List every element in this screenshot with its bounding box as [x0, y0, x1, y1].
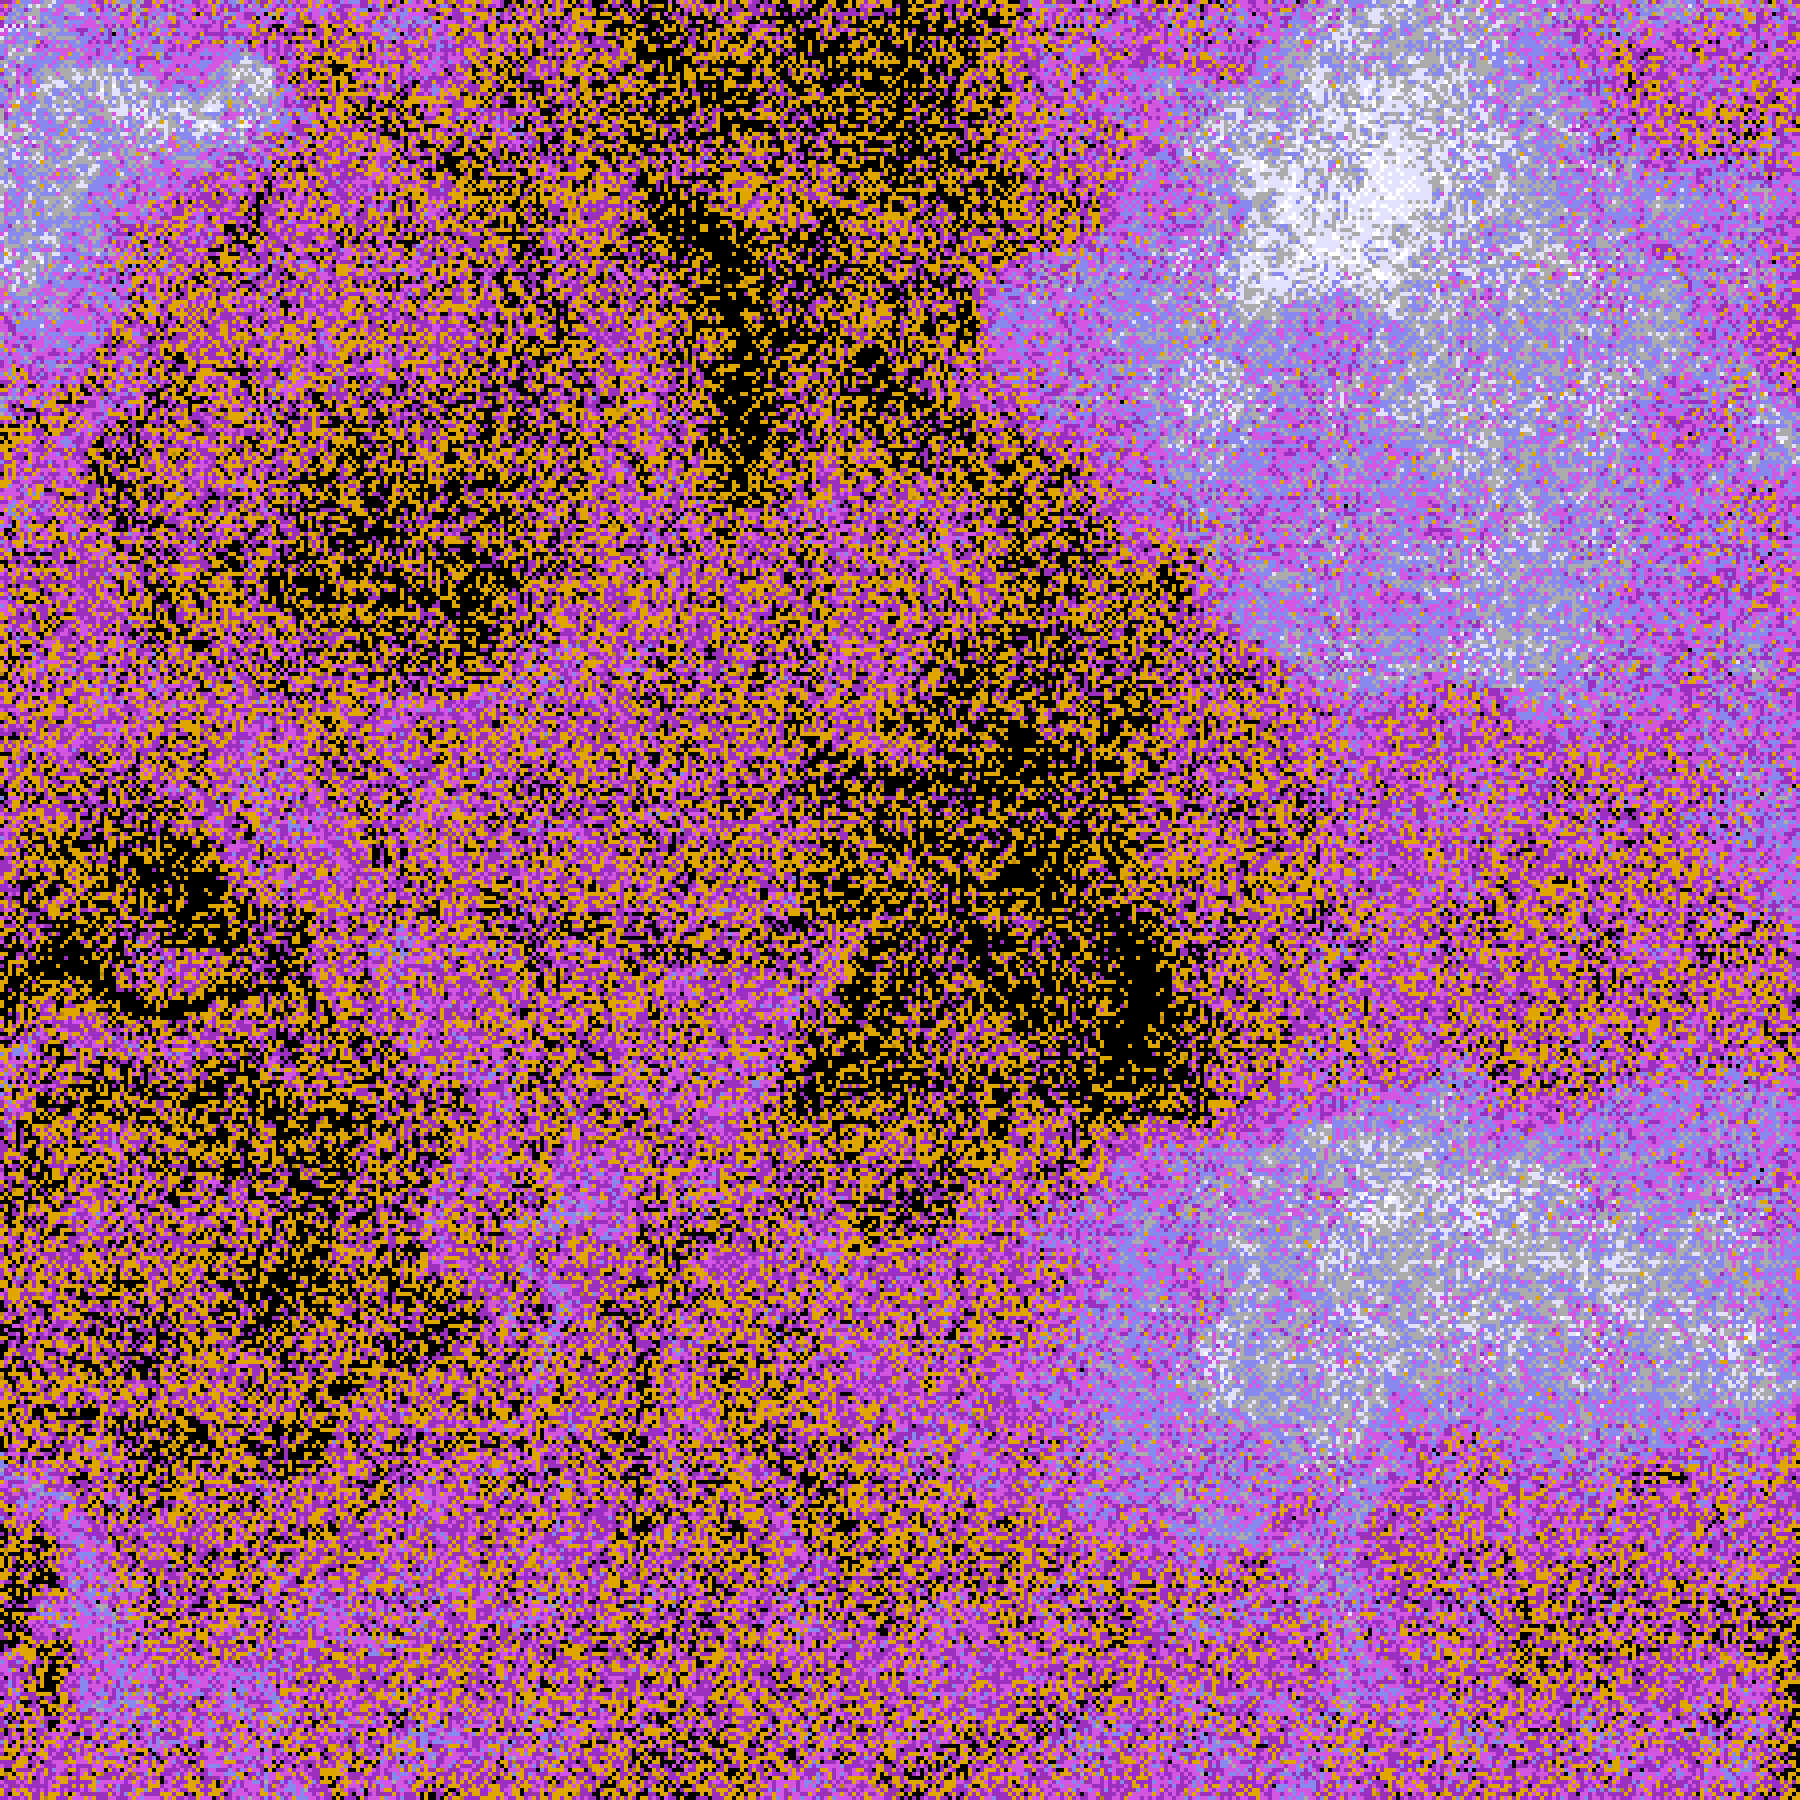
satellite-image-viewport: Posterized False-Color Satellite Image F…: [0, 0, 1800, 1800]
posterized-satellite-image: [0, 0, 1800, 1800]
